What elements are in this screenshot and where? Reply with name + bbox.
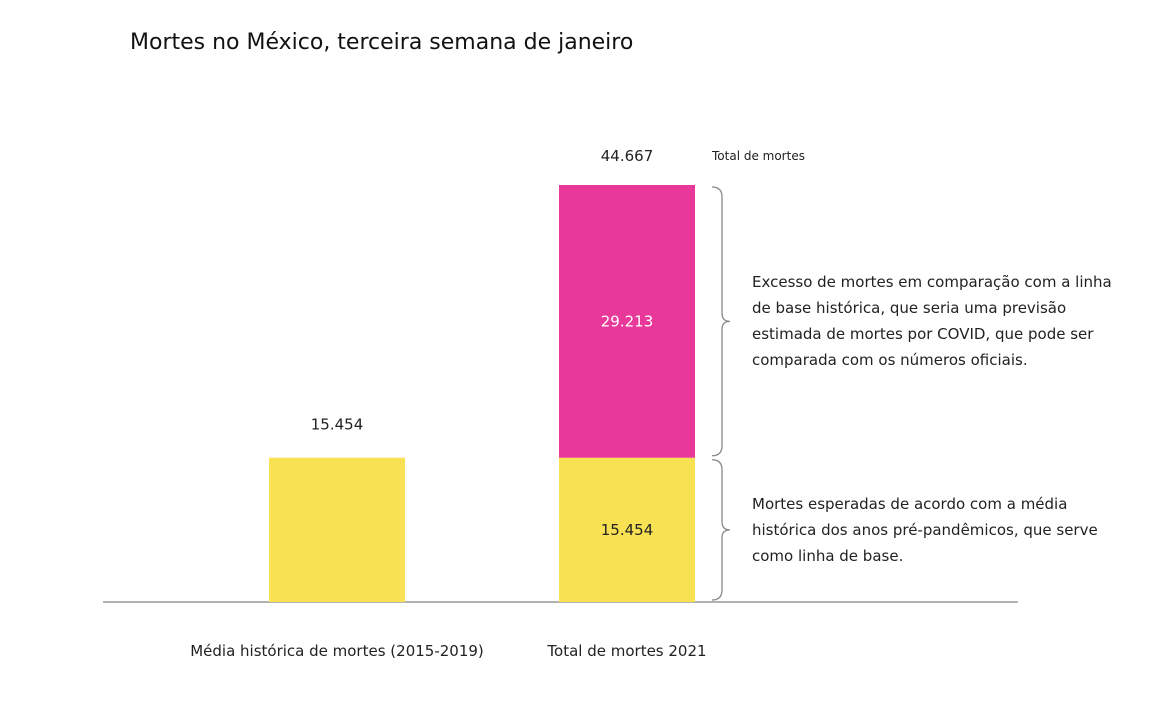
value-label: 15.454	[601, 521, 654, 539]
annotation: Total de mortes	[711, 149, 805, 163]
chart-title: Mortes no México, terceira semana de jan…	[130, 30, 634, 55]
brace	[711, 186, 731, 457]
x-tick-label: Média histórica de mortes (2015-2019)	[190, 642, 484, 660]
bar-segment	[559, 185, 695, 458]
annotation: Excesso de mortes em comparação com a li…	[752, 273, 1112, 370]
annotation: Mortes esperadas de acordo com a média h…	[752, 494, 1098, 565]
value-label: 15.454	[311, 416, 364, 434]
x-tick-label: Total de mortes 2021	[547, 642, 707, 660]
brace	[711, 459, 731, 601]
value-label: 29.213	[601, 312, 654, 330]
total-label: 44.667	[601, 147, 654, 165]
bar-segment	[269, 457, 405, 602]
bar-segment	[559, 457, 695, 602]
